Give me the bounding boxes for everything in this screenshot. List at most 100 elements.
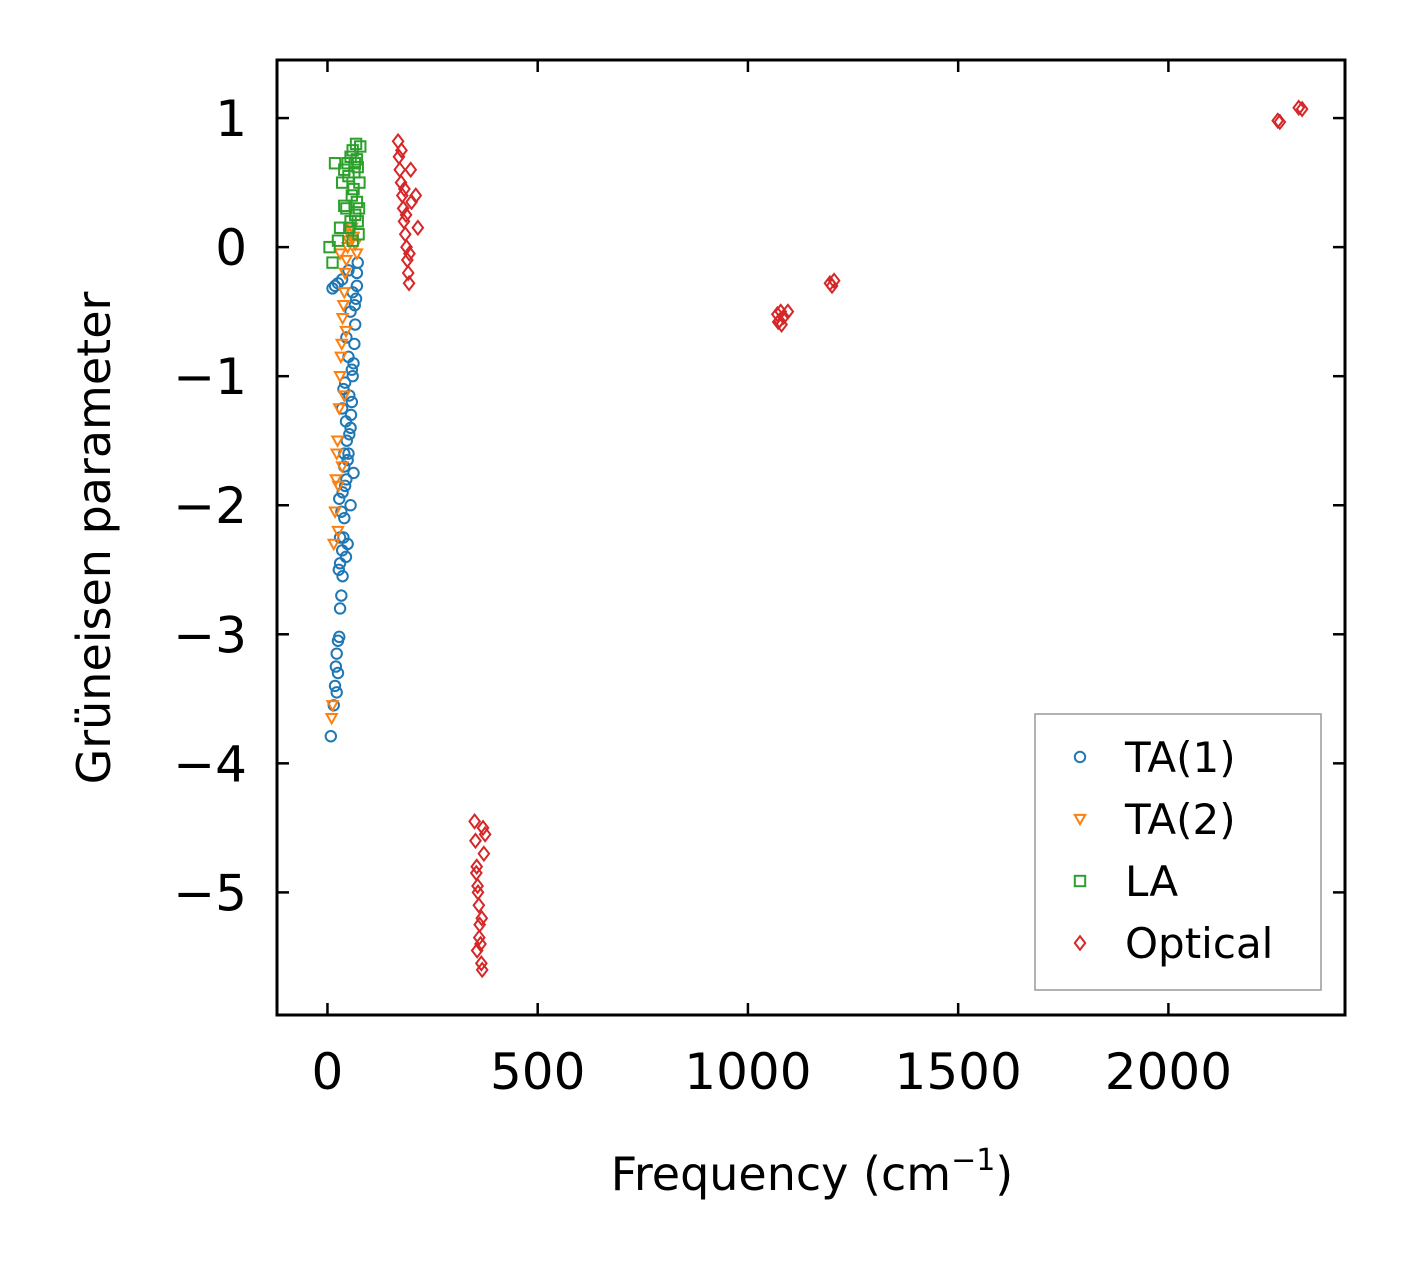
data-point xyxy=(333,492,346,505)
data-point xyxy=(1273,113,1287,131)
data-point xyxy=(328,474,343,487)
data-point xyxy=(331,525,345,539)
x-tick-label: 500 xyxy=(490,1043,585,1101)
data-point xyxy=(469,864,483,882)
data-point xyxy=(331,666,345,680)
data-point xyxy=(468,813,482,830)
data-point xyxy=(394,141,408,159)
data-point xyxy=(328,679,342,693)
x-tick-label: 1500 xyxy=(895,1043,1022,1101)
data-point xyxy=(335,176,349,189)
data-point xyxy=(338,511,351,525)
series-optical xyxy=(391,99,1309,979)
data-point xyxy=(471,877,485,895)
data-point xyxy=(348,299,361,312)
data-point xyxy=(336,486,349,499)
data-point xyxy=(471,883,485,901)
data-point xyxy=(335,589,348,602)
data-point xyxy=(330,686,343,699)
data-point xyxy=(323,240,336,254)
data-point xyxy=(470,942,484,959)
y-tick-label: −1 xyxy=(173,348,247,406)
data-point xyxy=(328,279,342,293)
data-point xyxy=(475,909,489,927)
data-point xyxy=(399,206,413,224)
data-point xyxy=(329,660,343,673)
x-tick-label: 1000 xyxy=(684,1043,811,1101)
data-point xyxy=(341,537,354,551)
x-axis-title-close: ) xyxy=(995,1147,1013,1201)
data-point xyxy=(397,180,411,198)
data-point xyxy=(328,157,342,170)
data-point xyxy=(349,318,362,331)
series-la xyxy=(323,137,367,269)
data-point xyxy=(402,274,416,292)
data-point xyxy=(344,408,358,422)
data-point xyxy=(336,300,351,313)
data-point xyxy=(476,819,490,837)
data-point xyxy=(1295,100,1309,118)
data-point xyxy=(1292,99,1306,117)
data-point xyxy=(324,713,339,726)
y-tick-label: 0 xyxy=(215,219,247,277)
data-point xyxy=(331,480,346,494)
data-point xyxy=(343,428,356,441)
data-point xyxy=(777,308,791,326)
legend-marker xyxy=(1073,750,1087,764)
data-point xyxy=(337,390,352,403)
data-point xyxy=(328,506,342,519)
data-point xyxy=(333,630,346,644)
data-point xyxy=(337,287,352,300)
legend-label: TA(1) xyxy=(1124,733,1236,782)
y-axis-title: Grüneisen parameter xyxy=(67,291,121,784)
data-point xyxy=(470,858,484,875)
y-tick-label: −2 xyxy=(173,477,247,535)
data-point xyxy=(345,363,359,376)
data-point xyxy=(333,371,347,384)
data-point xyxy=(472,929,486,946)
y-tick-label: 1 xyxy=(215,90,247,148)
x-axis-title-superscript: −1 xyxy=(951,1143,995,1178)
data-point xyxy=(350,279,364,293)
data-point xyxy=(340,202,353,215)
data-point xyxy=(335,505,348,518)
data-point xyxy=(335,461,350,474)
y-tick-label: −4 xyxy=(173,735,247,793)
data-point xyxy=(345,189,359,202)
data-point xyxy=(334,338,349,352)
legend-frame xyxy=(1034,713,1322,991)
data-point xyxy=(475,961,489,979)
data-point xyxy=(333,221,347,234)
data-point xyxy=(330,435,345,448)
data-point xyxy=(338,199,351,213)
data-point xyxy=(350,153,364,166)
data-point xyxy=(329,448,344,461)
data-point xyxy=(338,479,352,493)
data-point xyxy=(326,256,339,269)
data-point xyxy=(332,403,347,416)
y-tick-label: −5 xyxy=(173,864,247,922)
data-point xyxy=(348,157,361,170)
data-point xyxy=(469,832,482,850)
data-point xyxy=(349,248,364,261)
legend: TA(1) TA(2) LA Optical xyxy=(1034,713,1322,991)
data-point xyxy=(340,434,353,447)
data-point xyxy=(401,264,415,282)
data-point xyxy=(345,395,359,409)
data-point xyxy=(348,337,361,351)
data-point xyxy=(325,700,340,713)
data-point xyxy=(338,267,353,281)
series-ta-1 xyxy=(324,256,364,743)
legend-label: Optical xyxy=(1125,919,1273,968)
data-point xyxy=(346,369,359,383)
data-point xyxy=(344,499,357,512)
data-point xyxy=(331,234,345,247)
x-axis-title: Frequency (cm−1) xyxy=(611,1143,1014,1201)
data-point xyxy=(334,351,348,365)
data-point xyxy=(339,550,353,564)
data-point xyxy=(333,602,347,615)
data-point xyxy=(478,825,492,843)
data-point xyxy=(343,389,356,402)
data-point xyxy=(409,187,423,204)
